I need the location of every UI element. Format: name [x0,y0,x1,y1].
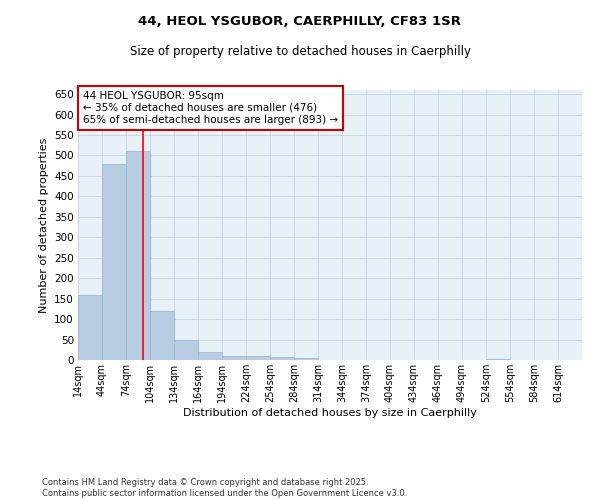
Bar [198,352,222,360]
Bar [150,311,174,360]
Text: 44 HEOL YSGUBOR: 95sqm
← 35% of detached houses are smaller (476)
65% of semi-de: 44 HEOL YSGUBOR: 95sqm ← 35% of detached… [83,92,338,124]
Bar [174,340,198,360]
Text: Size of property relative to detached houses in Caerphilly: Size of property relative to detached ho… [130,45,470,58]
Text: Contains HM Land Registry data © Crown copyright and database right 2025.
Contai: Contains HM Land Registry data © Crown c… [42,478,407,498]
Text: 44, HEOL YSGUBOR, CAERPHILLY, CF83 1SR: 44, HEOL YSGUBOR, CAERPHILLY, CF83 1SR [139,15,461,28]
Bar [246,356,270,360]
Bar [78,294,102,360]
Bar [294,358,318,360]
Bar [222,356,246,360]
Y-axis label: Number of detached properties: Number of detached properties [38,138,49,312]
Bar [126,152,150,360]
Bar [270,356,294,360]
Bar [486,359,510,360]
Bar [102,164,126,360]
X-axis label: Distribution of detached houses by size in Caerphilly: Distribution of detached houses by size … [183,408,477,418]
